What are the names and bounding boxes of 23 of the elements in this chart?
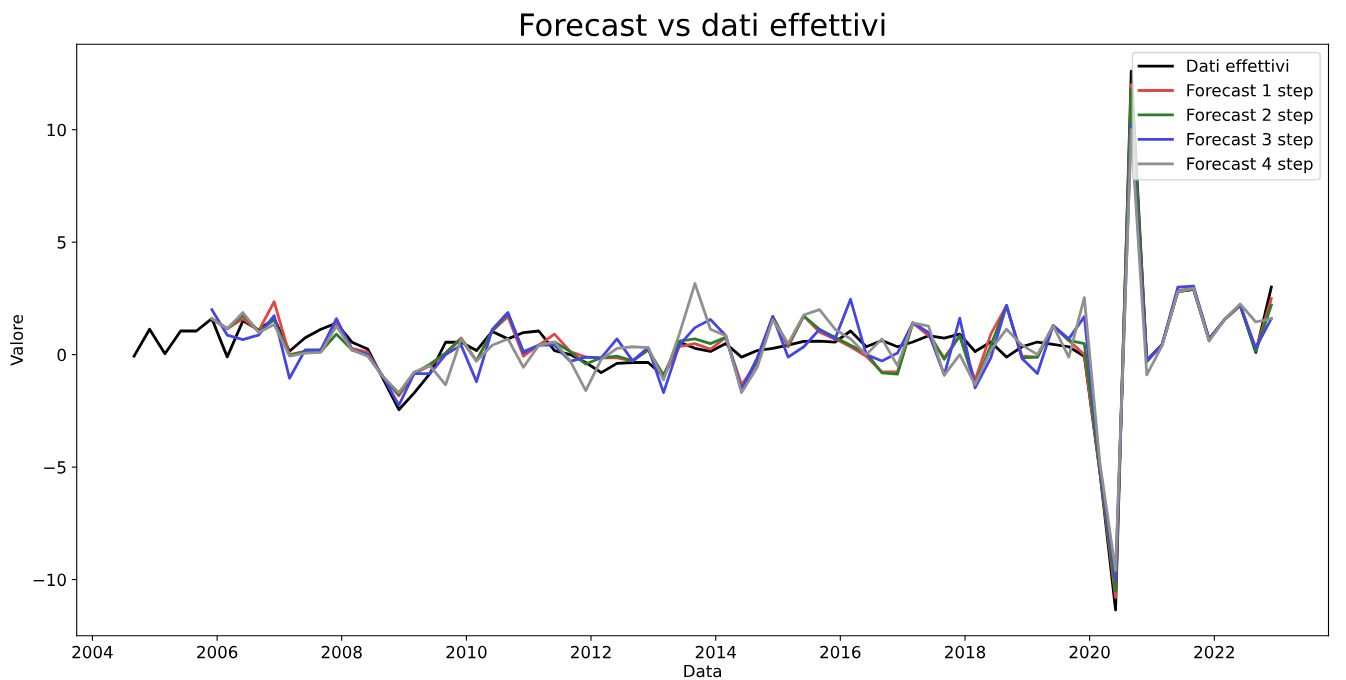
- legend-label: Forecast 1 step: [1187, 84, 1313, 100]
- y-tick-label: 5: [57, 236, 66, 249]
- y-tick-label: 10: [47, 123, 66, 137]
- x-tick-label: 2016: [820, 645, 861, 659]
- x-tick-label: 2022: [1194, 645, 1234, 659]
- x-tick-label: 2012: [571, 645, 611, 659]
- legend-label: Forecast 2 step: [1187, 108, 1313, 125]
- x-tick-label: 2008: [321, 645, 362, 659]
- legend-label: Dati effettivi: [1187, 59, 1289, 73]
- x-tick-label: 2020: [1069, 645, 1110, 659]
- x-tick-label: 2014: [695, 645, 737, 659]
- x-axis-title: Data: [684, 664, 721, 678]
- y-axis-title: Valore: [10, 314, 24, 366]
- legend-label: Forecast 4 step: [1187, 157, 1313, 174]
- y-tick-label: −10: [33, 573, 66, 587]
- legend-label: Forecast 3 step: [1187, 132, 1313, 149]
- x-tick-label: 2004: [72, 645, 113, 659]
- chart-title: Forecast vs dati effettivi: [521, 12, 885, 37]
- y-tick-label: −5: [44, 461, 66, 474]
- x-tick-label: 2018: [945, 645, 986, 659]
- x-tick-label: 2010: [446, 645, 487, 659]
- x-tick-label: 2006: [197, 645, 238, 659]
- y-tick-label: 0: [57, 348, 66, 362]
